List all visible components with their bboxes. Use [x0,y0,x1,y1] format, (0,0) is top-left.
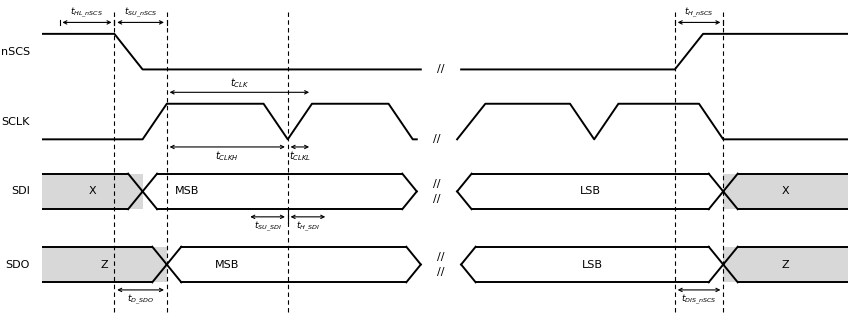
FancyBboxPatch shape [723,247,848,282]
Text: $t_{D\_SDO}$: $t_{D\_SDO}$ [127,293,154,307]
Text: MSB: MSB [215,260,239,270]
Text: //: // [433,134,441,144]
FancyBboxPatch shape [42,174,143,209]
Text: nSCS: nSCS [1,47,30,57]
Text: SDO: SDO [5,260,30,270]
Text: //: // [437,253,445,263]
Text: $t_{CLK}$: $t_{CLK}$ [230,76,249,90]
FancyBboxPatch shape [167,247,420,282]
Text: Z: Z [100,260,108,270]
FancyBboxPatch shape [457,174,723,209]
Text: MSB: MSB [174,186,199,196]
Text: LSB: LSB [582,260,603,270]
Text: $t_{H\_nSCS}$: $t_{H\_nSCS}$ [684,5,714,20]
Text: $t_{CLKH}$: $t_{CLKH}$ [215,150,239,163]
Text: SCLK: SCLK [2,117,30,127]
FancyBboxPatch shape [723,174,848,209]
Text: $t_{H\_SDI}$: $t_{H\_SDI}$ [296,219,320,234]
Text: $t_{SU\_nSCS}$: $t_{SU\_nSCS}$ [124,5,157,20]
Text: LSB: LSB [580,186,601,196]
Text: X: X [782,186,790,196]
FancyBboxPatch shape [143,174,417,209]
Text: $t_{CLKL}$: $t_{CLKL}$ [288,150,311,163]
Text: SDI: SDI [11,186,30,196]
Text: //: // [433,193,441,203]
Text: $t_{DIS\_nSCS}$: $t_{DIS\_nSCS}$ [681,293,717,307]
Text: //: // [433,179,441,189]
Text: Z: Z [782,260,790,270]
Text: //: // [437,64,445,74]
FancyBboxPatch shape [42,247,167,282]
FancyBboxPatch shape [461,247,723,282]
Text: //: // [437,267,445,277]
Text: X: X [89,186,96,196]
Text: $t_{SU\_SDI}$: $t_{SU\_SDI}$ [254,219,282,234]
Text: $t_{HL\_nSCS}$: $t_{HL\_nSCS}$ [71,5,104,20]
